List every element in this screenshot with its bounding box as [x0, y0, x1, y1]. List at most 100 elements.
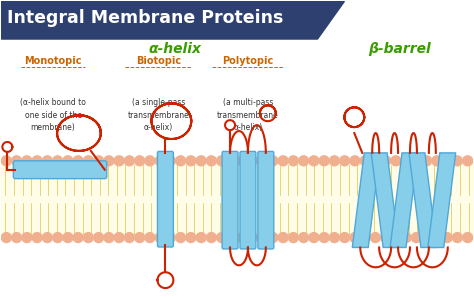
Circle shape	[319, 233, 329, 243]
Circle shape	[442, 233, 452, 243]
Circle shape	[237, 233, 247, 243]
Circle shape	[227, 156, 237, 166]
FancyBboxPatch shape	[13, 161, 107, 179]
Circle shape	[329, 233, 339, 243]
Circle shape	[104, 233, 114, 243]
Circle shape	[258, 233, 268, 243]
Circle shape	[391, 156, 401, 166]
Text: Polytopic: Polytopic	[222, 56, 273, 66]
Circle shape	[319, 156, 329, 166]
Circle shape	[247, 156, 257, 166]
Text: β-barrel: β-barrel	[368, 42, 430, 56]
Circle shape	[206, 233, 216, 243]
Circle shape	[186, 233, 196, 243]
Circle shape	[237, 156, 247, 166]
Circle shape	[155, 156, 165, 166]
Circle shape	[340, 156, 350, 166]
Circle shape	[432, 233, 442, 243]
Circle shape	[206, 156, 216, 166]
Polygon shape	[1, 1, 345, 39]
Circle shape	[196, 156, 206, 166]
Text: Integral Membrane Proteins: Integral Membrane Proteins	[8, 9, 284, 27]
Circle shape	[73, 233, 83, 243]
Circle shape	[350, 156, 360, 166]
Circle shape	[12, 156, 22, 166]
Circle shape	[135, 156, 145, 166]
Circle shape	[165, 156, 175, 166]
Circle shape	[186, 156, 196, 166]
Circle shape	[442, 156, 452, 166]
Circle shape	[124, 156, 134, 166]
Circle shape	[104, 156, 114, 166]
Circle shape	[432, 156, 442, 166]
Text: α-helix: α-helix	[149, 42, 202, 56]
Circle shape	[401, 233, 411, 243]
Circle shape	[247, 233, 257, 243]
Circle shape	[32, 156, 42, 166]
Circle shape	[32, 233, 42, 243]
Circle shape	[278, 156, 288, 166]
Text: Biotopic: Biotopic	[136, 56, 181, 66]
Circle shape	[63, 156, 73, 166]
Circle shape	[114, 233, 124, 243]
Circle shape	[299, 233, 309, 243]
Circle shape	[94, 156, 104, 166]
Circle shape	[278, 233, 288, 243]
Circle shape	[411, 233, 421, 243]
Circle shape	[73, 156, 83, 166]
Circle shape	[391, 233, 401, 243]
FancyBboxPatch shape	[240, 151, 256, 249]
Circle shape	[83, 156, 93, 166]
Circle shape	[340, 233, 350, 243]
Circle shape	[53, 156, 63, 166]
Circle shape	[1, 156, 11, 166]
Circle shape	[176, 233, 186, 243]
Circle shape	[422, 233, 432, 243]
Polygon shape	[390, 153, 418, 247]
Polygon shape	[371, 153, 399, 247]
Circle shape	[299, 156, 309, 166]
Circle shape	[288, 233, 298, 243]
Circle shape	[124, 233, 134, 243]
Circle shape	[258, 156, 268, 166]
Text: (α-helix bound to
one side of the
membrane): (α-helix bound to one side of the membra…	[20, 98, 86, 133]
Circle shape	[53, 233, 63, 243]
Text: (a single-pass
transmembrane
α-helix): (a single-pass transmembrane α-helix)	[128, 98, 189, 133]
Circle shape	[165, 233, 175, 243]
Circle shape	[288, 156, 298, 166]
Circle shape	[176, 156, 186, 166]
FancyBboxPatch shape	[222, 151, 238, 249]
FancyBboxPatch shape	[157, 151, 173, 247]
Circle shape	[63, 233, 73, 243]
Circle shape	[360, 156, 370, 166]
Circle shape	[135, 233, 145, 243]
Circle shape	[42, 233, 52, 243]
Circle shape	[401, 156, 411, 166]
Circle shape	[452, 156, 462, 166]
Circle shape	[350, 233, 360, 243]
Circle shape	[1, 233, 11, 243]
Circle shape	[145, 233, 155, 243]
Circle shape	[268, 156, 278, 166]
Text: Monotopic: Monotopic	[24, 56, 82, 66]
Circle shape	[370, 156, 380, 166]
Polygon shape	[352, 153, 380, 247]
Circle shape	[329, 156, 339, 166]
Circle shape	[360, 233, 370, 243]
Circle shape	[94, 233, 104, 243]
Circle shape	[196, 233, 206, 243]
Circle shape	[309, 233, 319, 243]
Circle shape	[42, 156, 52, 166]
Circle shape	[422, 156, 432, 166]
Circle shape	[463, 233, 473, 243]
Circle shape	[463, 156, 473, 166]
Circle shape	[114, 156, 124, 166]
Circle shape	[145, 156, 155, 166]
Circle shape	[22, 233, 32, 243]
FancyBboxPatch shape	[258, 151, 274, 249]
Circle shape	[227, 233, 237, 243]
Text: (a multi-pass
transmembrane
α-helix): (a multi-pass transmembrane α-helix)	[217, 98, 279, 133]
Polygon shape	[428, 153, 456, 247]
Circle shape	[309, 156, 319, 166]
Circle shape	[411, 156, 421, 166]
